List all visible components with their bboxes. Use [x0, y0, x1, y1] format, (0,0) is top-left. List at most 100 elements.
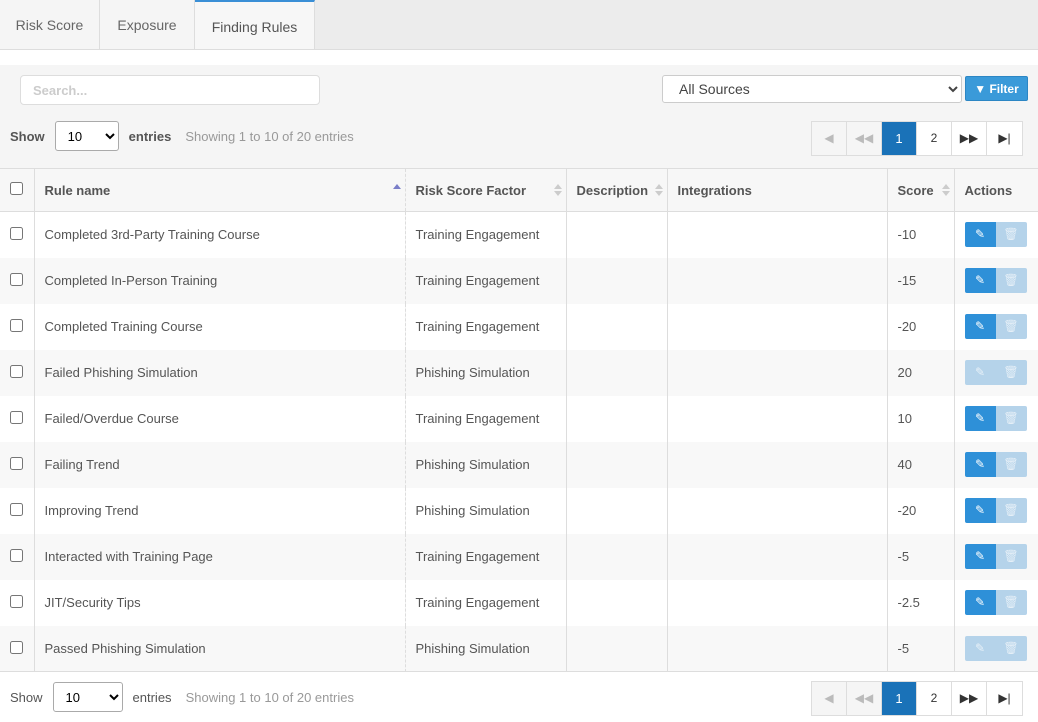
row-select-cell — [0, 349, 35, 396]
trash-icon: 🗑 — [1003, 503, 1019, 517]
trash-icon: 🗑 — [1003, 319, 1019, 333]
edit-button[interactable]: ✎ — [964, 406, 996, 431]
trash-icon: 🗑 — [1003, 411, 1019, 425]
header-rule-name[interactable]: Rule name — [34, 168, 406, 212]
delete-button[interactable]: 🗑 — [995, 268, 1027, 293]
first-page-button[interactable]: ◀ — [812, 682, 847, 715]
score-cell: -2.5 — [887, 579, 955, 626]
tab-exposure[interactable]: Exposure — [100, 0, 195, 49]
description-cell — [566, 579, 668, 626]
tab-risk-score[interactable]: Risk Score — [0, 0, 100, 49]
table-row: Interacted with Training Page Training E… — [0, 533, 1038, 580]
integrations-cell — [667, 625, 888, 672]
row-select-cell — [0, 257, 35, 304]
rule-name-cell: Failing Trend — [34, 441, 406, 488]
score-cell: -20 — [887, 487, 955, 534]
page-2-button[interactable]: 2 — [917, 682, 952, 715]
edit-button[interactable]: ✎ — [964, 268, 996, 293]
description-cell — [566, 303, 668, 350]
score-cell: 20 — [887, 349, 955, 396]
row-checkbox[interactable] — [10, 226, 23, 240]
actions-cell: ✎ 🗑 — [954, 625, 1038, 672]
trash-icon: 🗑 — [1003, 595, 1019, 609]
delete-button[interactable]: 🗑 — [995, 498, 1027, 523]
row-checkbox[interactable] — [10, 594, 23, 608]
table-row: Improving Trend Phishing Simulation -20 … — [0, 487, 1038, 534]
sort-icon — [941, 184, 950, 197]
table-footer: Show 10 entries Showing 1 to 10 of 20 en… — [0, 671, 1038, 722]
edit-button[interactable]: ✎ — [964, 636, 996, 661]
next-page-button[interactable]: ▶▶ — [952, 682, 987, 715]
edit-icon: ✎ — [974, 503, 986, 517]
table-row: Failed/Overdue Course Training Engagemen… — [0, 395, 1038, 442]
edit-button[interactable]: ✎ — [964, 452, 996, 477]
row-checkbox[interactable] — [10, 272, 23, 286]
edit-button[interactable]: ✎ — [964, 544, 996, 569]
score-cell: -5 — [887, 533, 955, 580]
filter-button[interactable]: ▼ Filter — [965, 76, 1028, 101]
length-control: Show 10 entries Showing 1 to 10 of 20 en… — [10, 121, 354, 151]
prev-page-button[interactable]: ◀◀ — [847, 682, 882, 715]
rule-name-cell: Failed/Overdue Course — [34, 395, 406, 442]
header-score[interactable]: Score — [887, 168, 955, 212]
actions-cell: ✎ 🗑 — [954, 395, 1038, 442]
row-checkbox[interactable] — [10, 502, 23, 516]
prev-page-button[interactable]: ◀◀ — [847, 122, 882, 155]
delete-button[interactable]: 🗑 — [995, 452, 1027, 477]
edit-button[interactable]: ✎ — [964, 498, 996, 523]
rule-name-cell: Completed In-Person Training — [34, 257, 406, 304]
delete-button[interactable]: 🗑 — [995, 406, 1027, 431]
row-checkbox[interactable] — [10, 318, 23, 332]
last-page-button[interactable]: ▶| — [998, 691, 1011, 705]
rule-name-cell: Improving Trend — [34, 487, 406, 534]
delete-button[interactable]: 🗑 — [995, 544, 1027, 569]
show-label: Show — [10, 128, 45, 144]
row-checkbox[interactable] — [10, 640, 23, 654]
delete-button[interactable]: 🗑 — [995, 360, 1027, 385]
delete-button[interactable]: 🗑 — [995, 222, 1027, 248]
row-checkbox[interactable] — [10, 364, 23, 378]
actions-cell: ✎ 🗑 — [954, 303, 1038, 350]
table-row: Failing Trend Phishing Simulation 40 ✎ 🗑 — [0, 441, 1038, 488]
edit-icon: ✎ — [974, 549, 986, 563]
delete-button[interactable]: 🗑 — [995, 590, 1027, 615]
select-all-checkbox[interactable] — [10, 182, 23, 195]
factor-cell: Training Engagement — [405, 395, 567, 442]
score-cell: 10 — [887, 395, 955, 442]
delete-button[interactable]: 🗑 — [995, 314, 1027, 339]
row-checkbox[interactable] — [10, 456, 23, 470]
first-page-button[interactable]: ◀ — [812, 122, 847, 155]
header-risk-score-factor[interactable]: Risk Score Factor — [405, 168, 567, 212]
edit-button[interactable]: ✎ — [964, 360, 996, 385]
source-select[interactable]: All Sources — [662, 75, 962, 103]
header-description[interactable]: Description — [566, 168, 668, 212]
row-select-cell — [0, 303, 35, 350]
delete-button[interactable]: 🗑 — [995, 636, 1027, 661]
next-page-button[interactable]: ▶▶ — [952, 122, 987, 155]
last-page-button[interactable]: ▶| — [998, 131, 1011, 145]
page-2-button[interactable]: 2 — [917, 122, 952, 155]
edit-button[interactable]: ✎ — [964, 222, 996, 248]
score-cell: -5 — [887, 625, 955, 672]
integrations-cell — [667, 303, 888, 350]
search-input[interactable] — [20, 75, 320, 105]
row-checkbox[interactable] — [10, 410, 23, 424]
integrations-cell — [667, 441, 888, 488]
actions-cell: ✎ 🗑 — [954, 349, 1038, 396]
description-cell — [566, 395, 668, 442]
row-checkbox[interactable] — [10, 548, 23, 562]
edit-button[interactable]: ✎ — [964, 314, 996, 339]
integrations-cell — [667, 211, 888, 258]
row-select-cell — [0, 441, 35, 488]
entries-select[interactable]: 10 — [54, 121, 119, 151]
edit-button[interactable]: ✎ — [964, 590, 996, 615]
entries-label: entries — [128, 128, 172, 144]
entries-select-bottom[interactable]: 10 — [52, 682, 123, 712]
tab-finding-rules[interactable]: Finding Rules — [195, 0, 315, 49]
page-1-button[interactable]: 1 — [882, 122, 917, 155]
integrations-cell — [667, 395, 888, 442]
entries-label: entries — [132, 689, 172, 705]
table-row: Failed Phishing Simulation Phishing Simu… — [0, 349, 1038, 396]
finding-rules-table: Rule name Risk Score Factor Description … — [0, 168, 1038, 672]
page-1-button[interactable]: 1 — [882, 682, 917, 715]
